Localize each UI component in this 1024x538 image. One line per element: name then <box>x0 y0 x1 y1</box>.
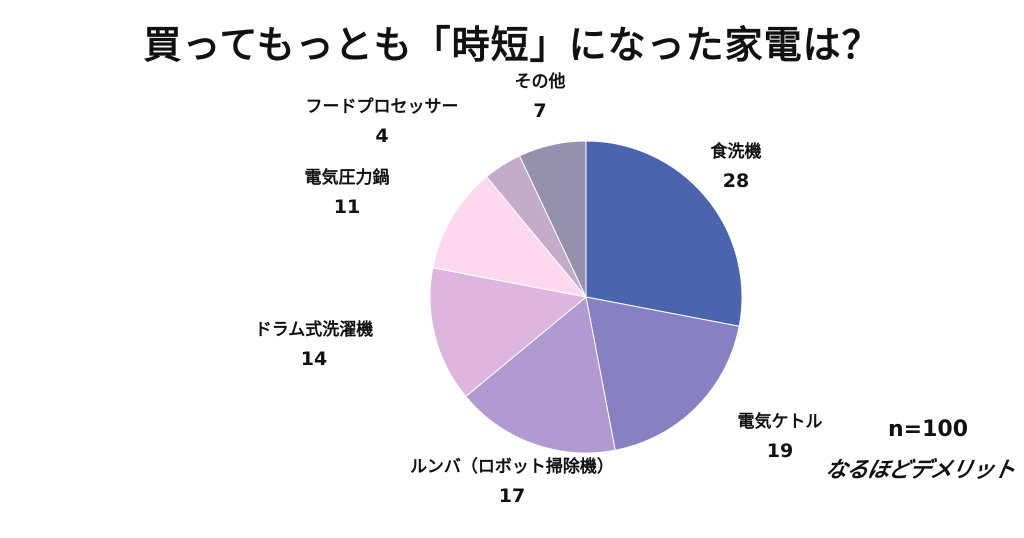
pie-slices <box>429 140 743 454</box>
slice-label: 電気ケトル <box>738 411 823 432</box>
sample-size-label: n=100 <box>888 417 969 442</box>
pie-slice <box>585 140 743 327</box>
slice-value-label: 19 <box>767 440 793 462</box>
slice-value-label: 28 <box>723 170 749 192</box>
chart-title: 買ってもっとも「時短」になった家電は？ <box>143 23 881 67</box>
slice-label: ルンバ（ロボット掃除機） <box>410 456 614 477</box>
slice-label: ドラム式洗濯機 <box>255 319 374 340</box>
pie-slice <box>432 176 588 298</box>
pie-labels: 食洗機 28 電気ケトル 19 ルンバ（ロボット掃除機） 17 ドラム式洗濯機 14 電気圧力鍋… <box>255 71 823 507</box>
slice-value-label: 14 <box>301 348 327 370</box>
slice-value-label: 17 <box>499 485 525 507</box>
pie-slice <box>518 140 587 298</box>
pie-slice <box>429 267 588 398</box>
slice-label: 電気圧力鍋 <box>305 167 390 188</box>
site-logo: なるほどデメリット <box>823 458 1017 483</box>
slice-value-label: 7 <box>533 100 546 122</box>
slice-value-label: 4 <box>375 125 388 147</box>
slice-label: 食洗機 <box>711 141 762 162</box>
slice-value-label: 11 <box>334 196 360 218</box>
slice-label: フードプロセッサー <box>306 96 459 117</box>
pie-slice <box>585 296 740 451</box>
pie-slice <box>465 296 616 454</box>
slice-label: その他 <box>515 71 566 92</box>
